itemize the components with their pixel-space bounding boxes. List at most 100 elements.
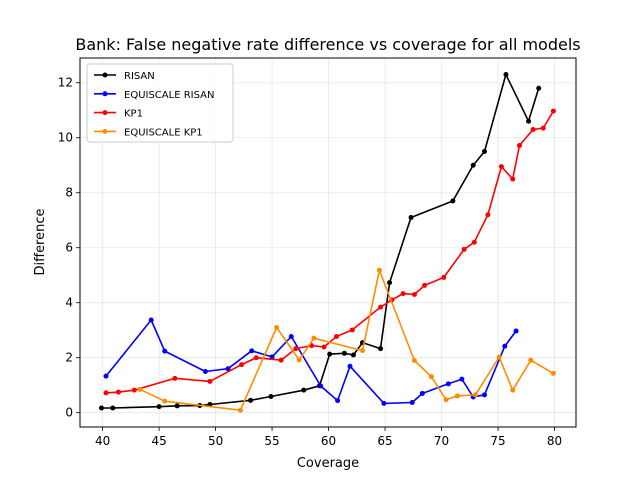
data-point-equiscale-kp1 — [411, 357, 417, 363]
data-point-risan — [327, 351, 333, 357]
data-point-equiscale-risan — [419, 390, 425, 396]
data-point-risan — [248, 397, 254, 403]
x-axis-label: Coverage — [297, 456, 359, 471]
data-point-equiscale-kp1 — [162, 398, 168, 404]
data-point-risan — [341, 350, 347, 356]
series-line-kp1 — [105, 110, 555, 394]
y-tick-label: 8 — [65, 186, 73, 200]
data-point-kp1 — [172, 375, 178, 381]
data-point-equiscale-kp1 — [376, 267, 382, 273]
data-point-kp1 — [540, 125, 546, 131]
data-point-equiscale-risan — [481, 392, 487, 398]
data-point-kp1 — [461, 246, 467, 252]
data-point-equiscale-risan — [162, 348, 168, 354]
data-point-kp1 — [510, 176, 516, 182]
data-point-risan — [174, 403, 180, 409]
data-point-risan — [301, 387, 307, 393]
data-point-equiscale-risan — [459, 376, 465, 382]
y-tick-label: 6 — [65, 241, 73, 255]
data-point-risan — [481, 148, 487, 154]
data-point-risan — [110, 405, 116, 411]
data-point-equiscale-risan — [335, 398, 341, 404]
y-tick-label: 10 — [58, 131, 73, 145]
data-point-kp1 — [207, 378, 213, 384]
data-point-risan — [503, 71, 509, 77]
data-point-kp1 — [349, 327, 355, 333]
series-line-equiscale-risan — [105, 319, 517, 405]
y-axis-label: Difference — [33, 208, 48, 275]
legend-marker — [102, 128, 108, 134]
data-point-risan — [268, 393, 274, 399]
data-point-kp1 — [333, 334, 339, 340]
data-point-equiscale-kp1 — [428, 374, 434, 380]
series-layer — [98, 71, 556, 413]
legend-marker — [102, 72, 108, 78]
data-point-kp1 — [239, 362, 245, 368]
data-point-equiscale-kp1 — [443, 397, 449, 403]
data-point-equiscale-risan — [269, 354, 275, 360]
data-point-equiscale-risan — [502, 343, 508, 349]
data-point-equiscale-kp1 — [359, 348, 365, 354]
data-point-risan — [378, 346, 384, 352]
data-point-equiscale-kp1 — [510, 387, 516, 393]
data-point-risan — [156, 404, 162, 410]
data-point-risan — [450, 198, 456, 204]
data-point-equiscale-kp1 — [311, 335, 317, 341]
x-tick-label: 80 — [547, 434, 562, 448]
x-tick-label: 45 — [151, 434, 166, 448]
data-point-risan — [470, 162, 476, 168]
data-point-equiscale-kp1 — [528, 357, 534, 363]
x-tick-label: 40 — [95, 434, 110, 448]
data-point-kp1 — [498, 164, 504, 170]
data-point-equiscale-kp1 — [137, 386, 143, 392]
data-point-equiscale-risan — [148, 317, 154, 323]
data-point-kp1 — [411, 291, 417, 297]
data-point-risan — [387, 280, 393, 286]
legend-marker — [102, 91, 108, 97]
data-point-risan — [536, 85, 542, 91]
x-tick-label: 55 — [264, 434, 279, 448]
x-tick-label: 60 — [321, 434, 336, 448]
plot-frame — [79, 57, 577, 428]
data-point-equiscale-kp1 — [472, 392, 478, 398]
axes: 40 45 50 55 60 65 70 75 80 0 2 4 6 8 10 12 — [58, 76, 562, 448]
data-point-kp1 — [131, 387, 137, 393]
data-point-risan — [98, 405, 104, 411]
data-point-kp1 — [115, 389, 121, 395]
x-tick-label: 70 — [434, 434, 449, 448]
data-point-kp1 — [253, 355, 259, 361]
data-point-equiscale-kp1 — [296, 357, 302, 363]
data-point-equiscale-risan — [103, 373, 109, 379]
data-point-equiscale-kp1 — [496, 354, 502, 360]
data-point-equiscale-risan — [445, 381, 451, 387]
data-point-equiscale-risan — [202, 368, 208, 374]
y-tick-label: 0 — [65, 406, 73, 420]
data-point-kp1 — [485, 212, 491, 218]
legend: RISAN EQUISCALE RISAN KP1 EQUISCALE KP1 — [86, 63, 234, 143]
x-tick-label: 50 — [208, 434, 223, 448]
legend-entry: EQUISCALE RISAN — [124, 90, 214, 101]
data-point-equiscale-risan — [225, 366, 231, 372]
chart-title: Bank: False negative rate difference vs … — [75, 35, 580, 54]
legend-entry: EQUISCALE KP1 — [124, 127, 203, 138]
data-point-equiscale-risan — [513, 328, 519, 334]
data-point-equiscale-kp1 — [237, 407, 243, 413]
legend-box — [86, 63, 234, 143]
y-tick-label: 12 — [58, 76, 73, 90]
data-point-kp1 — [321, 344, 327, 350]
data-point-equiscale-risan — [347, 363, 353, 369]
data-point-equiscale-risan — [381, 400, 387, 406]
data-point-equiscale-kp1 — [550, 370, 556, 376]
data-point-kp1 — [422, 282, 428, 288]
data-point-kp1 — [517, 142, 523, 148]
data-point-kp1 — [471, 239, 477, 245]
legend-marker — [102, 110, 108, 116]
y-tick-label: 2 — [65, 351, 73, 365]
data-point-kp1 — [103, 390, 109, 396]
y-tick-label: 4 — [65, 296, 73, 310]
legend-entry: RISAN — [124, 71, 155, 82]
data-point-kp1 — [441, 274, 447, 280]
data-point-equiscale-kp1 — [454, 393, 460, 399]
data-point-kp1 — [400, 291, 406, 297]
